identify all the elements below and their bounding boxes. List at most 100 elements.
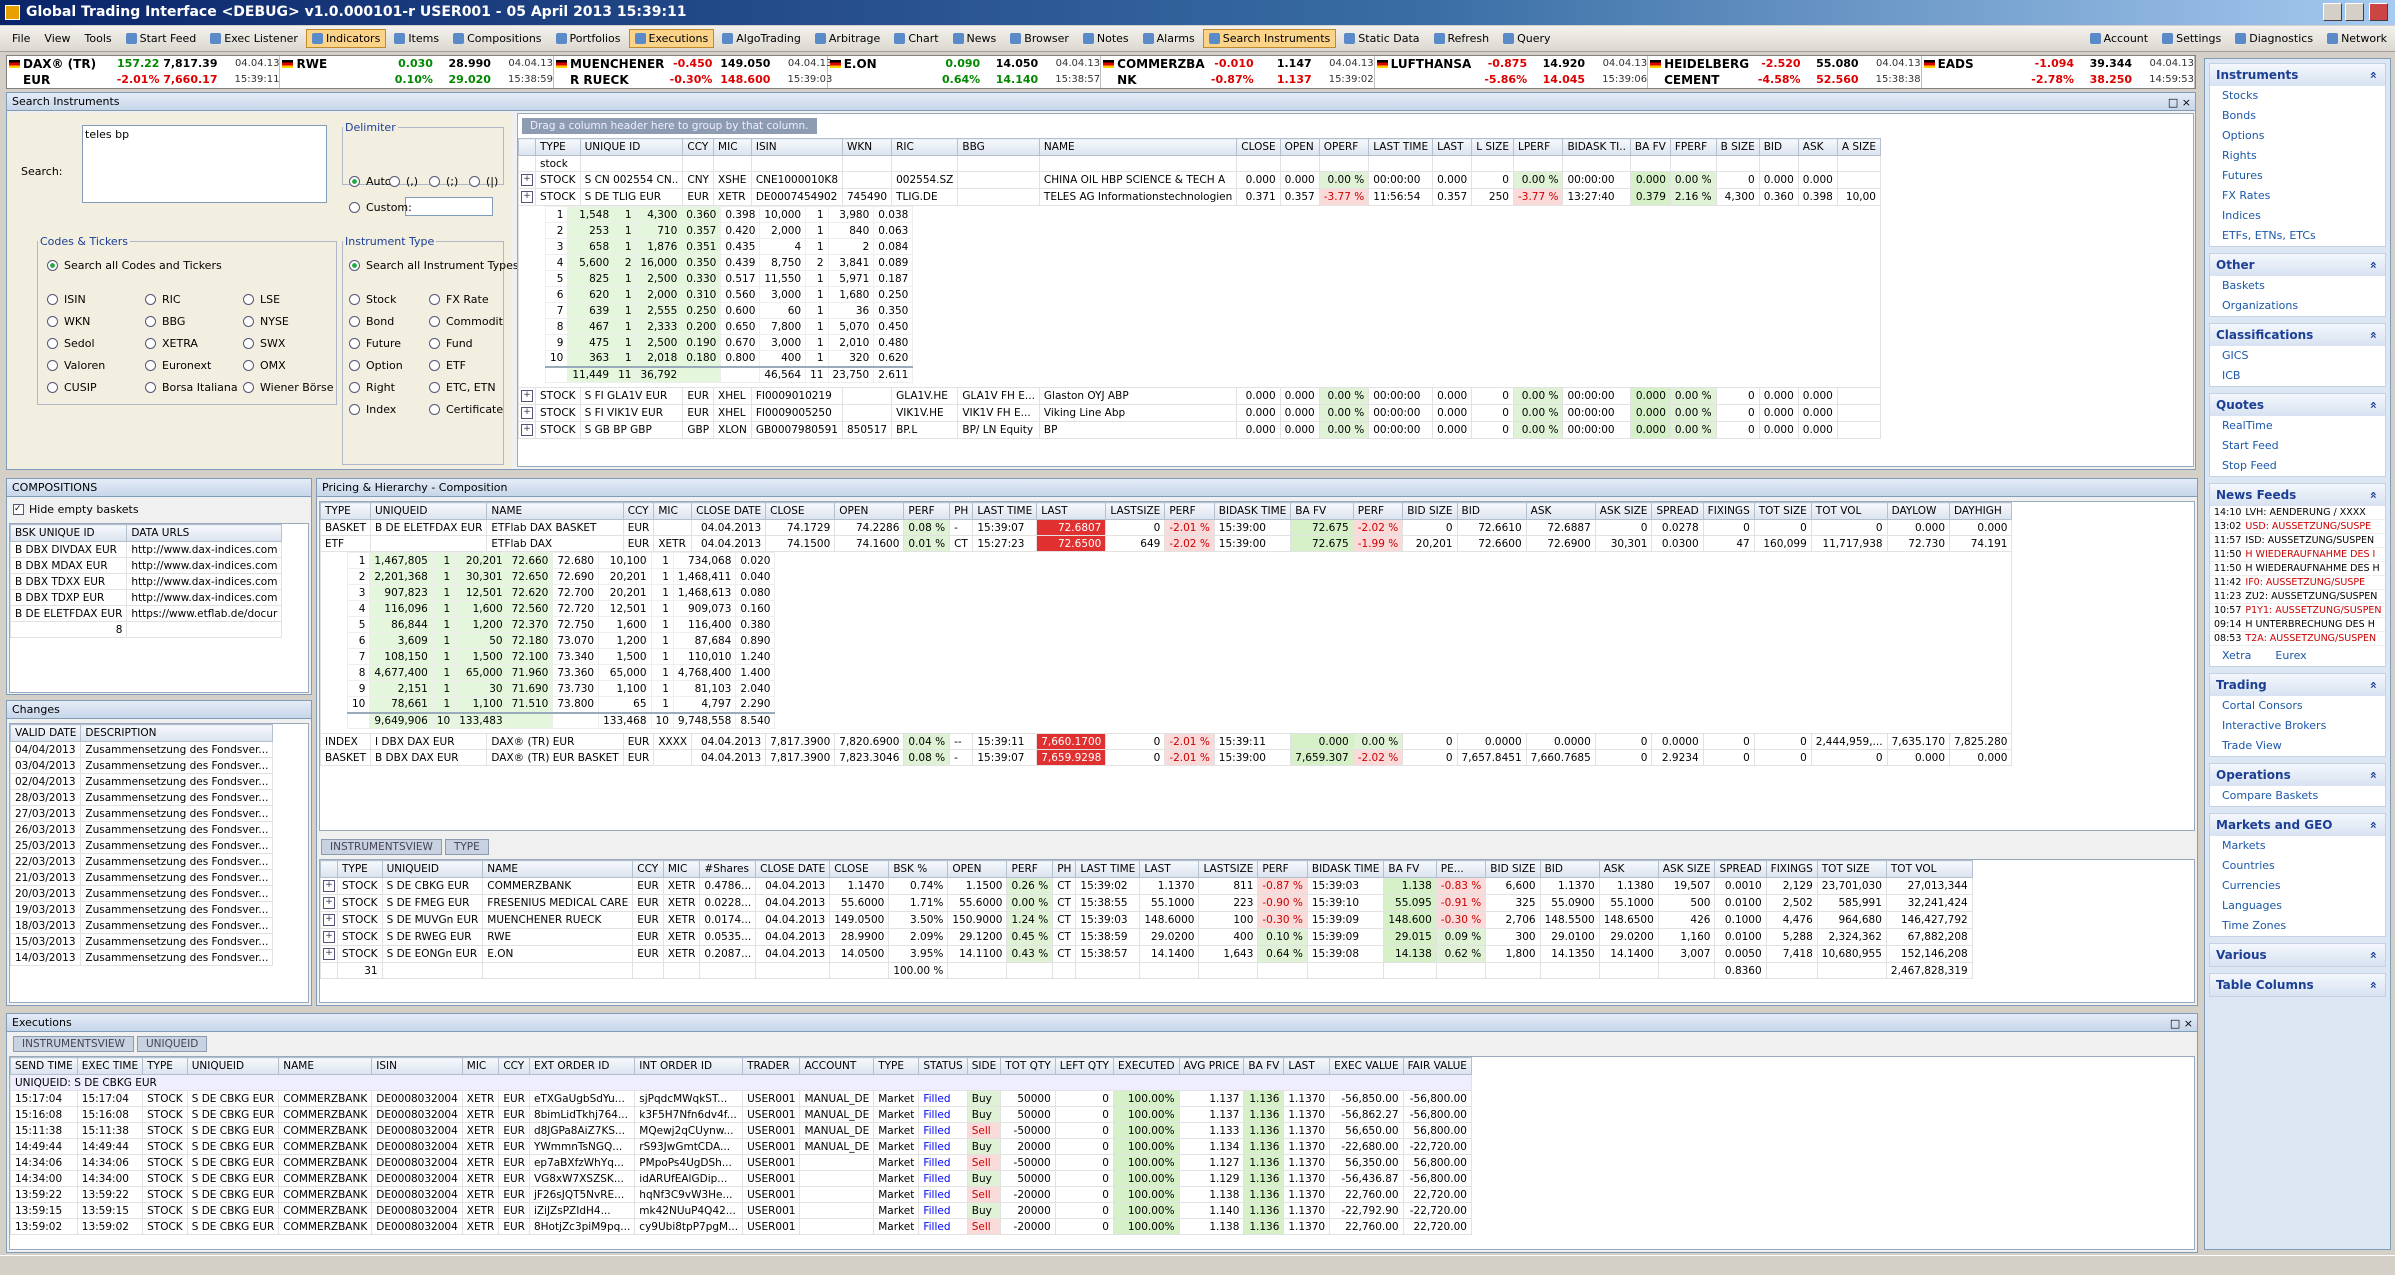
column-header[interactable]: TYPE — [142, 1057, 188, 1075]
column-header[interactable]: OPEN — [834, 502, 905, 520]
nav-item[interactable]: Rights — [2222, 149, 2257, 162]
radio-option[interactable]: RIC — [145, 293, 181, 306]
column-header[interactable]: BIDASK TIME — [1306, 860, 1385, 878]
column-header[interactable]: L SIZE — [1471, 138, 1514, 156]
ticker[interactable]: E.ON 0.090 14.050 04.04.13 0.64% 14.140 15:38:… — [828, 56, 1102, 88]
expander[interactable] — [320, 928, 338, 946]
ticker[interactable]: EADS -1.094 39.344 04.04.13 -2.78% 38.250 14:5… — [1922, 56, 2195, 88]
radio-option[interactable]: CUSIP — [47, 381, 97, 394]
column-header[interactable]: MIC — [461, 1057, 500, 1075]
column-header[interactable]: BID — [1456, 502, 1527, 520]
column-header[interactable]: DAYLOW — [1886, 502, 1951, 520]
column-header[interactable]: OPERF — [1318, 138, 1370, 156]
nav-item[interactable]: Markets — [2222, 839, 2266, 852]
column-header[interactable]: PERF — [903, 502, 951, 520]
column-header[interactable]: BSK % — [888, 860, 949, 878]
section-title[interactable]: Quotes — [2210, 394, 2385, 416]
section-title[interactable]: Operations — [2210, 764, 2385, 786]
toolbar-item[interactable]: View — [38, 29, 76, 48]
column-header[interactable]: AVG PRICE — [1178, 1057, 1245, 1075]
filter-cell[interactable]: stock — [535, 155, 581, 172]
row[interactable]: 14:34:06 14:34:06 STOCK S DE CBKG EUR COMMER… — [10, 1154, 1472, 1171]
ticker[interactable]: COMMERZBA -0.010 1.147 04.04.13 NK -0.87% 1.13… — [1101, 56, 1375, 88]
column-header[interactable]: BID — [1539, 860, 1600, 878]
column-header[interactable]: MIC — [713, 138, 752, 156]
toolbar-item[interactable]: Browser — [1004, 29, 1075, 48]
column-header[interactable]: SPREAD — [1714, 860, 1767, 878]
toolbar-item[interactable]: Diagnostics — [2229, 29, 2319, 48]
radio-option[interactable]: Future — [349, 337, 401, 350]
toolbar-item[interactable]: Start Feed — [120, 29, 203, 48]
nav-item[interactable]: Trade View — [2222, 739, 2282, 752]
nav-item[interactable]: Indices — [2222, 209, 2261, 222]
filter-cell[interactable] — [1629, 155, 1671, 172]
section-title[interactable]: Other — [2210, 254, 2385, 276]
column-header[interactable]: ACCOUNT — [799, 1057, 875, 1075]
filter-cell[interactable] — [841, 155, 893, 172]
expander[interactable] — [518, 171, 536, 189]
expander[interactable] — [320, 911, 338, 929]
custom-input[interactable] — [405, 197, 493, 216]
radio-option[interactable]: Borsa Italiana — [145, 381, 238, 394]
column-header[interactable]: CCY — [682, 138, 715, 156]
row[interactable]: 19/03/2013 Zusammensetzung des Fondsver..… — [10, 901, 274, 918]
column-header[interactable]: NAME — [486, 502, 624, 520]
row[interactable]: 02/04/2013 Zusammensetzung des Fondsver..… — [10, 773, 274, 790]
row[interactable]: 25/03/2013 Zusammensetzung des Fondsver..… — [10, 837, 274, 854]
section-title[interactable]: Instruments — [2210, 64, 2385, 86]
column-header[interactable]: EXEC TIME — [76, 1057, 144, 1075]
column-header[interactable]: PERF — [1006, 860, 1054, 878]
close[interactable] — [2369, 3, 2388, 21]
nav-item[interactable]: Countries — [2222, 859, 2275, 872]
column-header[interactable]: A SIZE — [1836, 138, 1881, 156]
toolbar-item[interactable]: Alarms — [1137, 29, 1201, 48]
toolbar-item[interactable]: Exec Listener — [204, 29, 304, 48]
toolbar-item[interactable]: Compositions — [447, 29, 547, 48]
column-header[interactable]: ASK SIZE — [1657, 860, 1716, 878]
expander[interactable] — [320, 945, 338, 963]
column-header[interactable]: UNIQUEID — [369, 502, 488, 520]
row[interactable]: 13:59:02 13:59:02 STOCK S DE CBKG EUR COMMER… — [10, 1218, 1472, 1235]
toolbar-item[interactable]: Refresh — [1428, 29, 1496, 48]
toolbar-item[interactable]: Arbitrage — [809, 29, 886, 48]
toolbar-item[interactable]: Settings — [2156, 29, 2227, 48]
row[interactable]: 18/03/2013 Zusammensetzung des Fondsver..… — [10, 917, 274, 934]
news-item[interactable]: 10:57 P1Y1: AUSSETZUNG/SUSPEN — [2210, 604, 2385, 618]
filter-cell[interactable] — [1797, 155, 1838, 172]
filter-cell[interactable] — [713, 155, 752, 172]
column-header[interactable]: TOT SIZE — [1753, 502, 1812, 520]
toolbar-item[interactable]: Network — [2321, 29, 2393, 48]
column-header[interactable]: UNIQUE ID — [579, 138, 684, 156]
nav-item[interactable]: Stop Feed — [2222, 459, 2277, 472]
column-header[interactable]: BIDASK TIME — [1213, 502, 1292, 520]
toolbar-item[interactable]: Indicators — [305, 29, 387, 48]
ticker[interactable]: RWE 0.030 28.990 04.04.13 0.10% 29.020 15:38:5… — [280, 56, 554, 88]
row[interactable]: B DBX MDAX EUR http://www.dax-indices.com — [10, 557, 283, 574]
column-header[interactable]: UNIQUEID — [186, 1057, 280, 1075]
column-header[interactable]: ISIN — [750, 138, 844, 156]
row[interactable]: 8 — [10, 621, 283, 638]
news-item[interactable]: 11:50 H WIEDERAUFNAHME DES H — [2210, 562, 2385, 576]
column-header[interactable]: TOT VOL — [1810, 502, 1888, 520]
radio-option[interactable]: Search all Instrument Types — [349, 259, 519, 272]
row[interactable]: 22/03/2013 Zusammensetzung des Fondsver..… — [10, 853, 274, 870]
news-item[interactable]: 09:14 H UNTERBRECHUNG DES H — [2210, 618, 2385, 632]
column-header[interactable]: FAIR VALUE — [1402, 1057, 1472, 1075]
group-label[interactable]: UNIQUEID: S DE CBKG EUR — [10, 1074, 1472, 1091]
row[interactable]: 15:17:04 15:17:04 STOCK S DE CBKG EUR COMMER… — [10, 1090, 1472, 1107]
column-header[interactable]: MIC — [653, 502, 693, 520]
row[interactable]: INDEX I DBX DAX EUR DAX® (TR) EUR EUR XXXX 04… — [320, 733, 2013, 750]
hide-empty[interactable]: ✓ Hide empty baskets — [13, 503, 139, 516]
column-header[interactable]: BA FV — [1290, 502, 1354, 520]
column-header[interactable]: FIXINGS — [1702, 502, 1755, 520]
nav-item[interactable]: Stocks — [2222, 89, 2259, 102]
ticker[interactable]: DAX® (TR) 157.22 7,817.39 04.04.13 EUR -2.01%… — [7, 56, 281, 88]
column-header[interactable]: CLOSE — [765, 502, 836, 520]
group-tab[interactable]: INSTRUMENTSVIEW — [321, 839, 442, 855]
expander[interactable] — [518, 387, 536, 405]
filter-cell[interactable] — [1562, 155, 1631, 172]
column-header[interactable]: LAST TIME — [972, 502, 1038, 520]
